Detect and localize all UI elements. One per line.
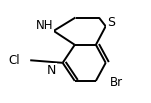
Text: S: S (107, 16, 115, 29)
Text: Br: Br (110, 76, 123, 89)
Text: Cl: Cl (9, 54, 20, 67)
Text: N: N (47, 64, 56, 77)
Text: NH: NH (36, 19, 53, 32)
